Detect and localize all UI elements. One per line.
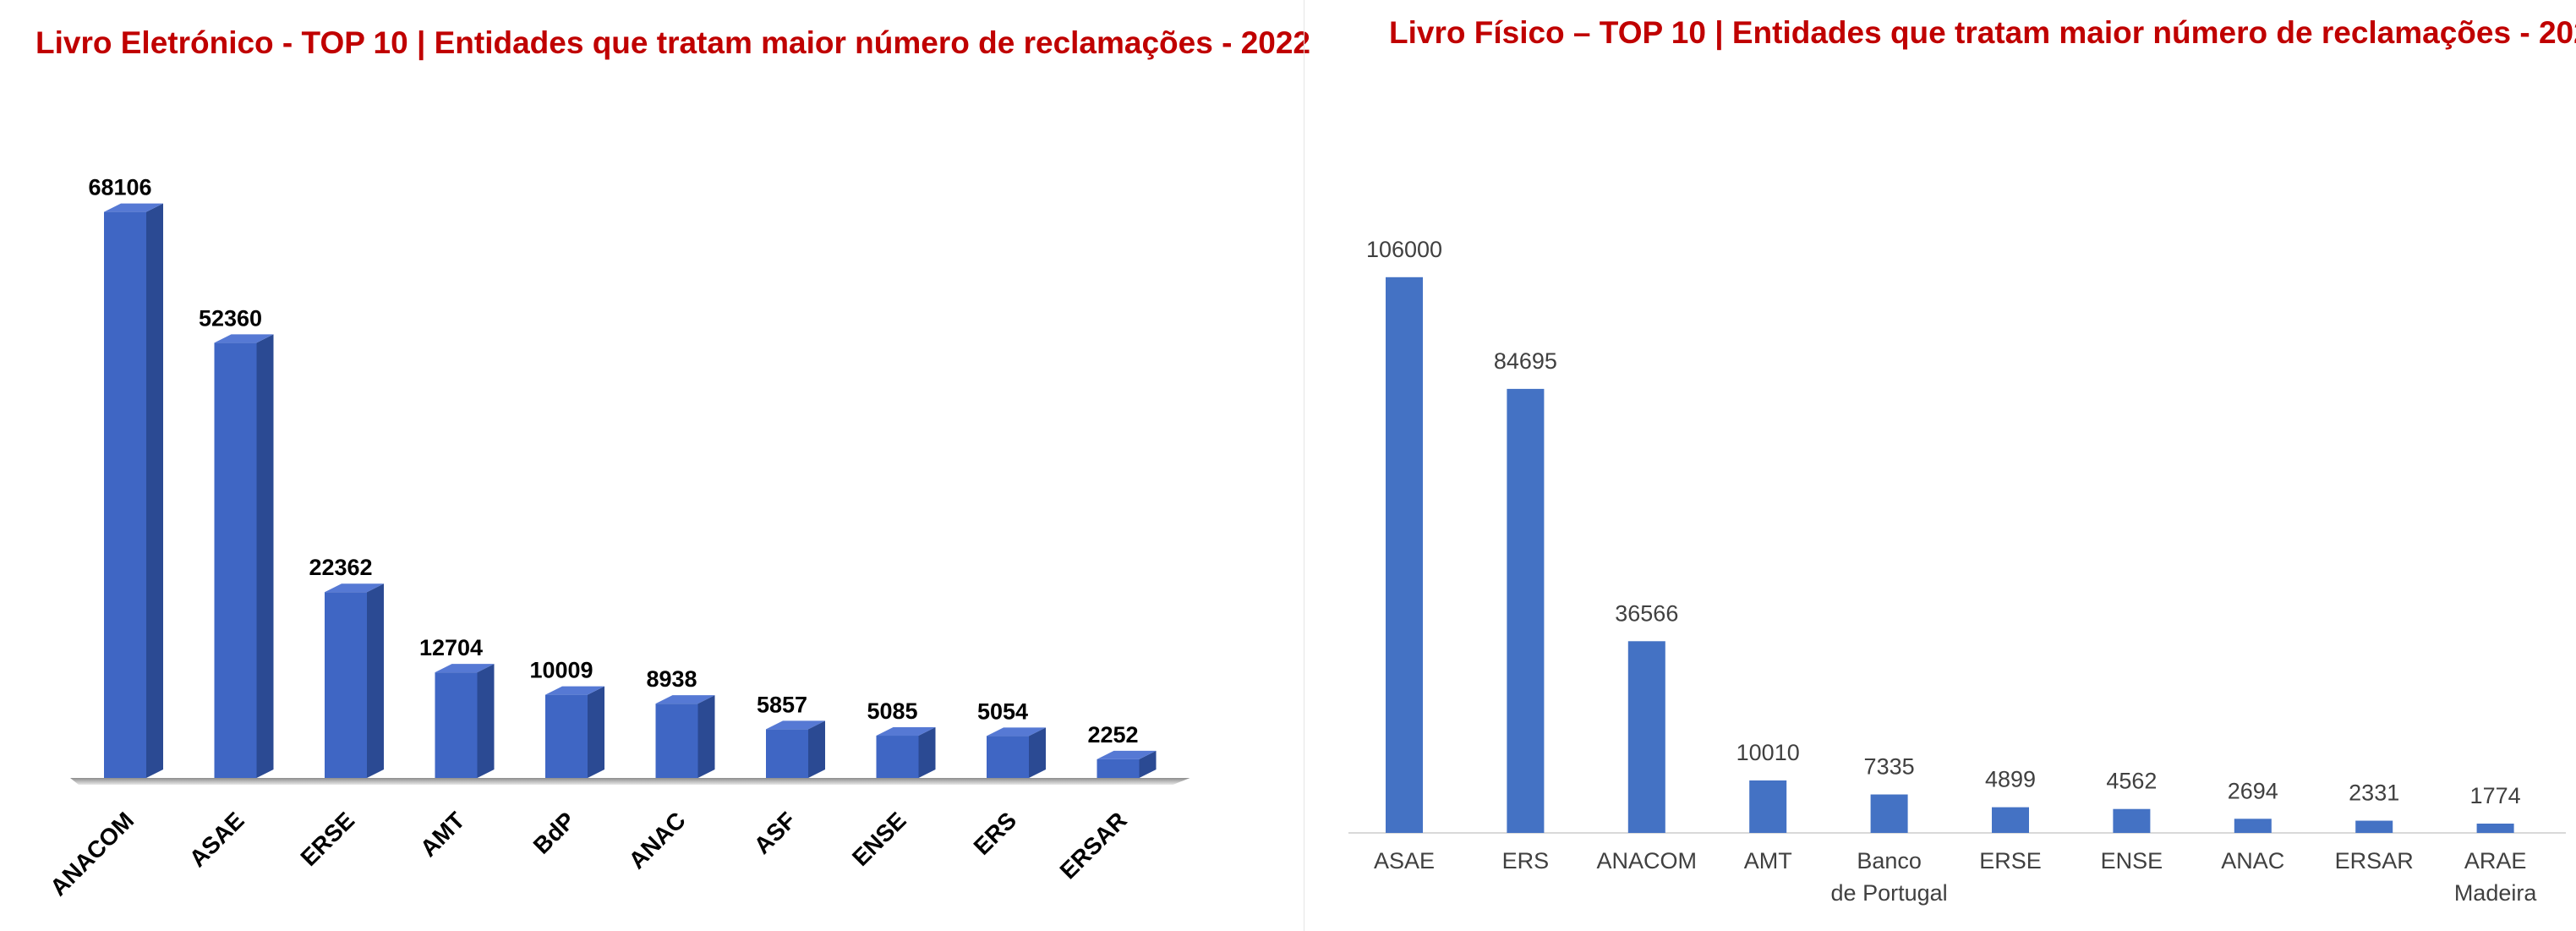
x-tick-label: ANAC — [624, 807, 691, 873]
data-label: 2694 — [2228, 778, 2278, 803]
bar — [325, 583, 384, 778]
data-label: 22362 — [309, 555, 372, 580]
data-label: 10010 — [1736, 740, 1800, 765]
bar-front — [876, 736, 919, 778]
data-label: 2331 — [2349, 780, 2399, 806]
x-tick-label: AMT — [415, 807, 470, 862]
x-tick-label: AMT — [1744, 848, 1792, 873]
bar-top — [104, 203, 163, 212]
bar-top — [1097, 750, 1157, 759]
bar-side — [367, 583, 384, 778]
bar-top — [214, 334, 274, 343]
bar-front — [545, 694, 588, 778]
data-label: 1774 — [2470, 783, 2521, 808]
data-label: 52360 — [199, 305, 262, 331]
x-tick-label: ASAE — [1374, 848, 1435, 873]
x-tick-label: ERSE — [295, 807, 359, 871]
chart-left-plot: 68106 ANACOM 52360 ASAE 22362 ERSE 12704 AMT 100… — [45, 175, 1190, 901]
x-tick-label: ANAC — [2221, 848, 2284, 873]
bar-top — [876, 727, 936, 737]
bar — [1386, 277, 1423, 833]
chart-right-title: Livro Físico – TOP 10 | Entidades que tr… — [1389, 15, 2576, 50]
bar — [545, 686, 604, 778]
x-tick-label: ERSAR — [1055, 807, 1132, 884]
data-label: 5054 — [977, 698, 1028, 724]
bar — [2113, 808, 2151, 833]
bar-front — [104, 211, 146, 779]
x-tick-label: ERSE — [1979, 848, 2042, 873]
bar — [1992, 807, 2029, 833]
bar — [655, 695, 715, 778]
bar-front — [766, 729, 808, 778]
bar — [2476, 824, 2514, 833]
bar-front — [214, 342, 257, 779]
bar — [1097, 750, 1157, 778]
chart-right-panel: Livro Físico – TOP 10 | Entidades que tr… — [1315, 0, 2576, 931]
x-tick-label: BdP — [528, 807, 581, 859]
bar — [2355, 820, 2393, 833]
bar-front — [987, 736, 1029, 778]
bar-front — [435, 672, 478, 778]
bar-side — [697, 695, 715, 778]
data-label: 7335 — [1864, 754, 1915, 780]
bar — [2234, 819, 2272, 833]
bar — [1870, 794, 1908, 833]
data-label: 4899 — [1985, 767, 2036, 792]
bar-side — [918, 727, 936, 778]
data-label: 68106 — [88, 175, 151, 200]
bar-top — [766, 720, 825, 730]
x-tick-label: ARAE Madeira — [2454, 848, 2538, 906]
x-tick-label: ASAE — [184, 807, 249, 872]
chart-right-plot: 106000 ASAE 84695 ERS 36566 ANACOM 10010 AMT 733… — [1348, 237, 2566, 906]
x-tick-label: ENSE — [2101, 848, 2163, 873]
x-tick-label: ANACOM — [45, 807, 139, 901]
bar-side — [146, 203, 163, 779]
data-label: 106000 — [1366, 237, 1442, 262]
bar-front — [325, 592, 367, 778]
bar-side — [808, 720, 825, 778]
data-label: 2252 — [1087, 722, 1138, 748]
bar — [1507, 388, 1545, 833]
x-tick-label: ENSE — [847, 807, 911, 871]
bar — [435, 664, 495, 778]
data-label: 4562 — [2106, 769, 2157, 794]
bar-top — [987, 727, 1046, 737]
bar-top — [545, 686, 604, 695]
data-label: 5857 — [757, 692, 807, 717]
bar-top — [325, 583, 384, 593]
data-label: 5085 — [867, 698, 917, 724]
bar — [1627, 641, 1665, 833]
data-label: 8938 — [646, 666, 697, 692]
bar-top — [435, 664, 495, 673]
bar — [876, 727, 936, 778]
bar — [214, 334, 274, 779]
x-tick-label: ERS — [1502, 848, 1550, 873]
data-label: 84695 — [1494, 348, 1557, 374]
bar-top — [655, 695, 715, 704]
bar-side — [477, 664, 495, 778]
bar — [766, 720, 825, 778]
x-tick-label: Banco de Portugal — [1831, 848, 1948, 906]
x-tick-label: ERSAR — [2335, 848, 2414, 873]
x-tick-label: ERS — [969, 807, 1022, 860]
chart-left-panel: Livro Eletrónico - TOP 10 | Entidades qu… — [36, 25, 1310, 901]
data-label: 10009 — [529, 658, 593, 683]
bar-side — [588, 686, 604, 778]
bar-side — [1139, 750, 1157, 778]
chart-left-title: Livro Eletrónico - TOP 10 | Entidades qu… — [36, 25, 1311, 60]
bar — [1749, 780, 1787, 833]
data-label: 36566 — [1615, 600, 1678, 626]
x-tick-label: ASF — [749, 807, 801, 859]
bar-side — [256, 334, 274, 779]
x-tick-label: ANACOM — [1597, 848, 1698, 873]
bar-front — [1097, 758, 1140, 778]
data-label: 12704 — [419, 635, 483, 660]
bar — [987, 727, 1046, 778]
chart-left-floor — [70, 778, 1190, 785]
bar-front — [655, 704, 698, 778]
bar-side — [1029, 727, 1046, 778]
bar — [104, 203, 163, 779]
